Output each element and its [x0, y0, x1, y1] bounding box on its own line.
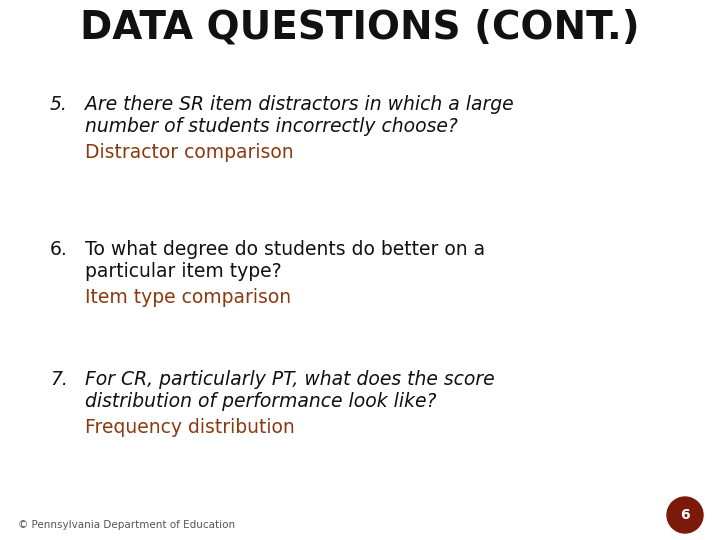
Text: 5.: 5.: [50, 95, 68, 114]
Circle shape: [667, 497, 703, 533]
Text: particular item type?: particular item type?: [85, 262, 282, 281]
Text: Are there SR item distractors in which a large: Are there SR item distractors in which a…: [85, 95, 513, 114]
Text: distribution of performance look like?: distribution of performance look like?: [85, 392, 436, 411]
Text: 6: 6: [680, 508, 690, 522]
Text: © Pennsylvania Department of Education: © Pennsylvania Department of Education: [18, 520, 235, 530]
Text: Distractor comparison: Distractor comparison: [85, 143, 294, 162]
Text: DATA QUESTIONS (CONT.): DATA QUESTIONS (CONT.): [80, 8, 640, 46]
Text: For CR, particularly PT, what does the score: For CR, particularly PT, what does the s…: [85, 370, 495, 389]
Text: 7.: 7.: [50, 370, 68, 389]
Text: 6.: 6.: [50, 240, 68, 259]
Text: To what degree do students do better on a: To what degree do students do better on …: [85, 240, 485, 259]
Text: number of students incorrectly choose?: number of students incorrectly choose?: [85, 117, 458, 136]
Text: Frequency distribution: Frequency distribution: [85, 418, 294, 437]
Text: Item type comparison: Item type comparison: [85, 288, 291, 307]
